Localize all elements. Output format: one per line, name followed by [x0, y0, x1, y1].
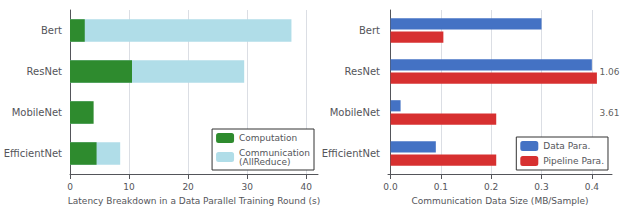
svg-text:3.61: 3.61	[599, 108, 619, 118]
svg-text:10: 10	[123, 182, 135, 192]
svg-text:MobileNet: MobileNet	[330, 107, 380, 118]
svg-text:Communication Data Size (MB/Sa: Communication Data Size (MB/Sample)	[411, 196, 588, 206]
svg-text:Communication: Communication	[239, 147, 310, 158]
svg-text:ResNet: ResNet	[345, 66, 380, 77]
svg-text:MobileNet: MobileNet	[12, 107, 62, 118]
svg-text:Pipeline Para.: Pipeline Para.	[543, 156, 604, 166]
svg-text:EfficientNet: EfficientNet	[4, 148, 62, 159]
svg-text:30: 30	[241, 182, 253, 192]
svg-text:Computation: Computation	[239, 133, 297, 143]
svg-text:ResNet: ResNet	[27, 66, 62, 77]
svg-text:Bert: Bert	[359, 25, 380, 36]
svg-text:EfficientNet: EfficientNet	[322, 148, 380, 159]
svg-text:0.1: 0.1	[434, 182, 448, 192]
svg-text:0.2: 0.2	[484, 182, 498, 192]
svg-text:1.06: 1.06	[599, 67, 619, 77]
svg-text:0: 0	[67, 182, 73, 192]
svg-text:40: 40	[300, 182, 312, 192]
svg-text:Data Para.: Data Para.	[543, 141, 590, 151]
svg-text:(AllReduce): (AllReduce)	[239, 157, 290, 167]
svg-text:0.4: 0.4	[585, 182, 600, 192]
svg-text:Bert: Bert	[41, 25, 62, 36]
svg-text:0.0: 0.0	[383, 182, 398, 192]
svg-text:0.3: 0.3	[534, 182, 548, 192]
svg-text:Latency Breakdown in a Data Pa: Latency Breakdown in a Data Parallel Tra…	[68, 196, 320, 206]
svg-text:20: 20	[182, 182, 194, 192]
